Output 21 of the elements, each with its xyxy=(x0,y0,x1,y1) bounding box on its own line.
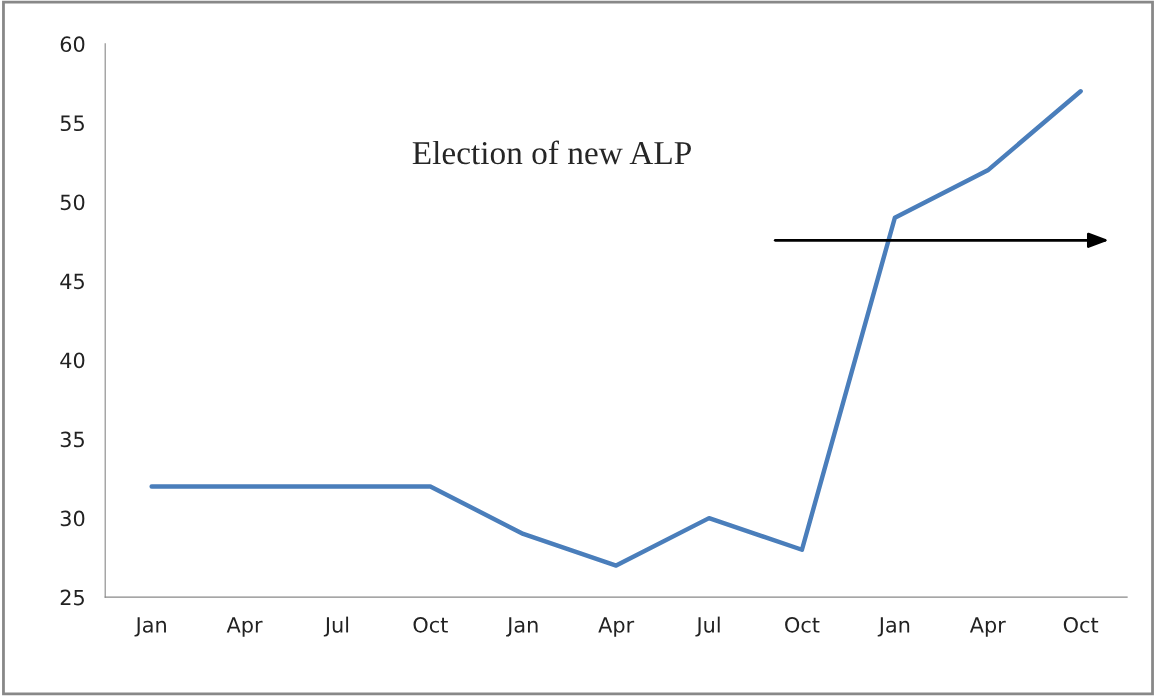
x-tick-label: Jul xyxy=(323,616,349,637)
x-tick-label: Oct xyxy=(413,616,448,633)
x-tick-label: Apr xyxy=(598,617,635,637)
x-tick-label: Jul xyxy=(695,616,720,637)
y-tick-label: 50 xyxy=(60,194,85,211)
x-tick-label: Jan xyxy=(506,617,538,637)
line-series xyxy=(149,89,1083,568)
x-tick-label: Apr xyxy=(969,617,1006,637)
y-tick-label: 55 xyxy=(60,115,84,132)
y-tick-label: 30 xyxy=(60,510,85,527)
annotation: Election of new ALP xyxy=(412,140,691,165)
x-tick-label: Apr xyxy=(226,617,263,637)
x-tick-label: Oct xyxy=(1063,616,1099,633)
x-tick-label: Jan xyxy=(134,617,166,637)
y-tick-label: 35 xyxy=(60,431,84,448)
x-tick-label: Oct xyxy=(785,616,820,633)
y-tick-label: 25 xyxy=(60,589,84,606)
x-tick-label: Jan xyxy=(877,617,910,637)
y-tick-label: 45 xyxy=(60,273,84,290)
y-tick-label: 60 xyxy=(60,36,85,53)
y-tick-label: 40 xyxy=(60,352,85,369)
